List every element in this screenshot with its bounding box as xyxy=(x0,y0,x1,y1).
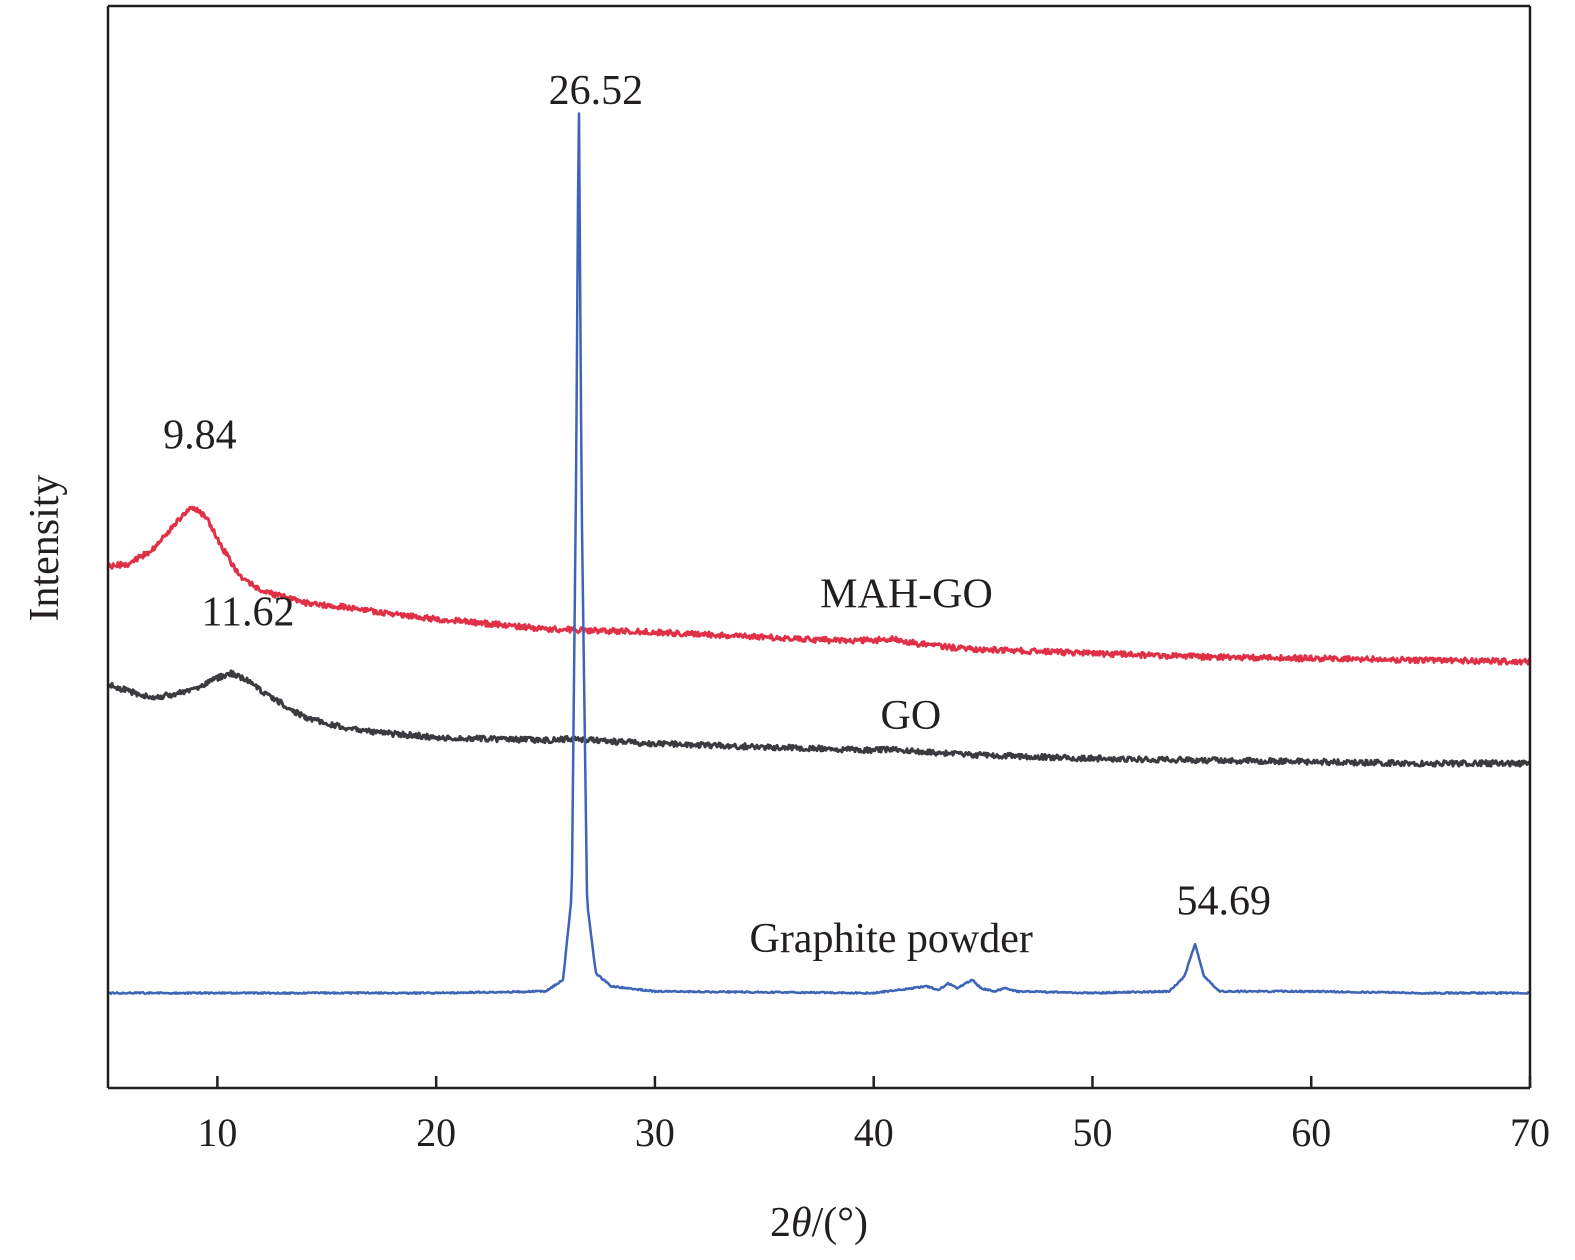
annotation-mah-go: MAH-GO xyxy=(820,572,993,618)
series-line-go xyxy=(106,669,1531,768)
series-lines xyxy=(106,112,1532,995)
x-tick-label-10: 10 xyxy=(197,1110,237,1155)
x-axis-title-pre: 2 xyxy=(770,1200,791,1246)
series-line-mah-go xyxy=(107,505,1532,666)
annotation-go: GO xyxy=(881,693,942,739)
x-axis-title-theta: θ xyxy=(791,1200,812,1246)
annotation-11-62: 11.62 xyxy=(202,590,295,636)
x-tick-label-30: 30 xyxy=(635,1110,675,1155)
x-tick-label-40: 40 xyxy=(854,1110,894,1155)
x-axis-ticks: 10 20 30 40 50 60 70 xyxy=(197,1076,1550,1155)
x-tick-label-60: 60 xyxy=(1291,1110,1331,1155)
chart-annotations: 26.52 9.84 11.62 MAH-GO GO Graphite powder 54.… xyxy=(163,68,1271,962)
x-axis-title-post: /(°) xyxy=(812,1200,868,1246)
annotation-9-84: 9.84 xyxy=(163,413,237,459)
annotation-54-69: 54.69 xyxy=(1176,878,1271,924)
annotation-graphite-powder: Graphite powder xyxy=(749,916,1032,962)
annotation-26-52: 26.52 xyxy=(549,68,644,114)
plot-frame xyxy=(106,4,1532,1090)
x-tick-label-50: 50 xyxy=(1072,1110,1112,1155)
series-line-graphite-powder xyxy=(107,112,1531,995)
x-axis-title: 2θ/(°) xyxy=(770,1200,868,1246)
x-tick-label-20: 20 xyxy=(416,1110,456,1155)
y-axis-title: Intensity xyxy=(22,475,68,622)
x-tick-label-70: 70 xyxy=(1510,1110,1550,1155)
